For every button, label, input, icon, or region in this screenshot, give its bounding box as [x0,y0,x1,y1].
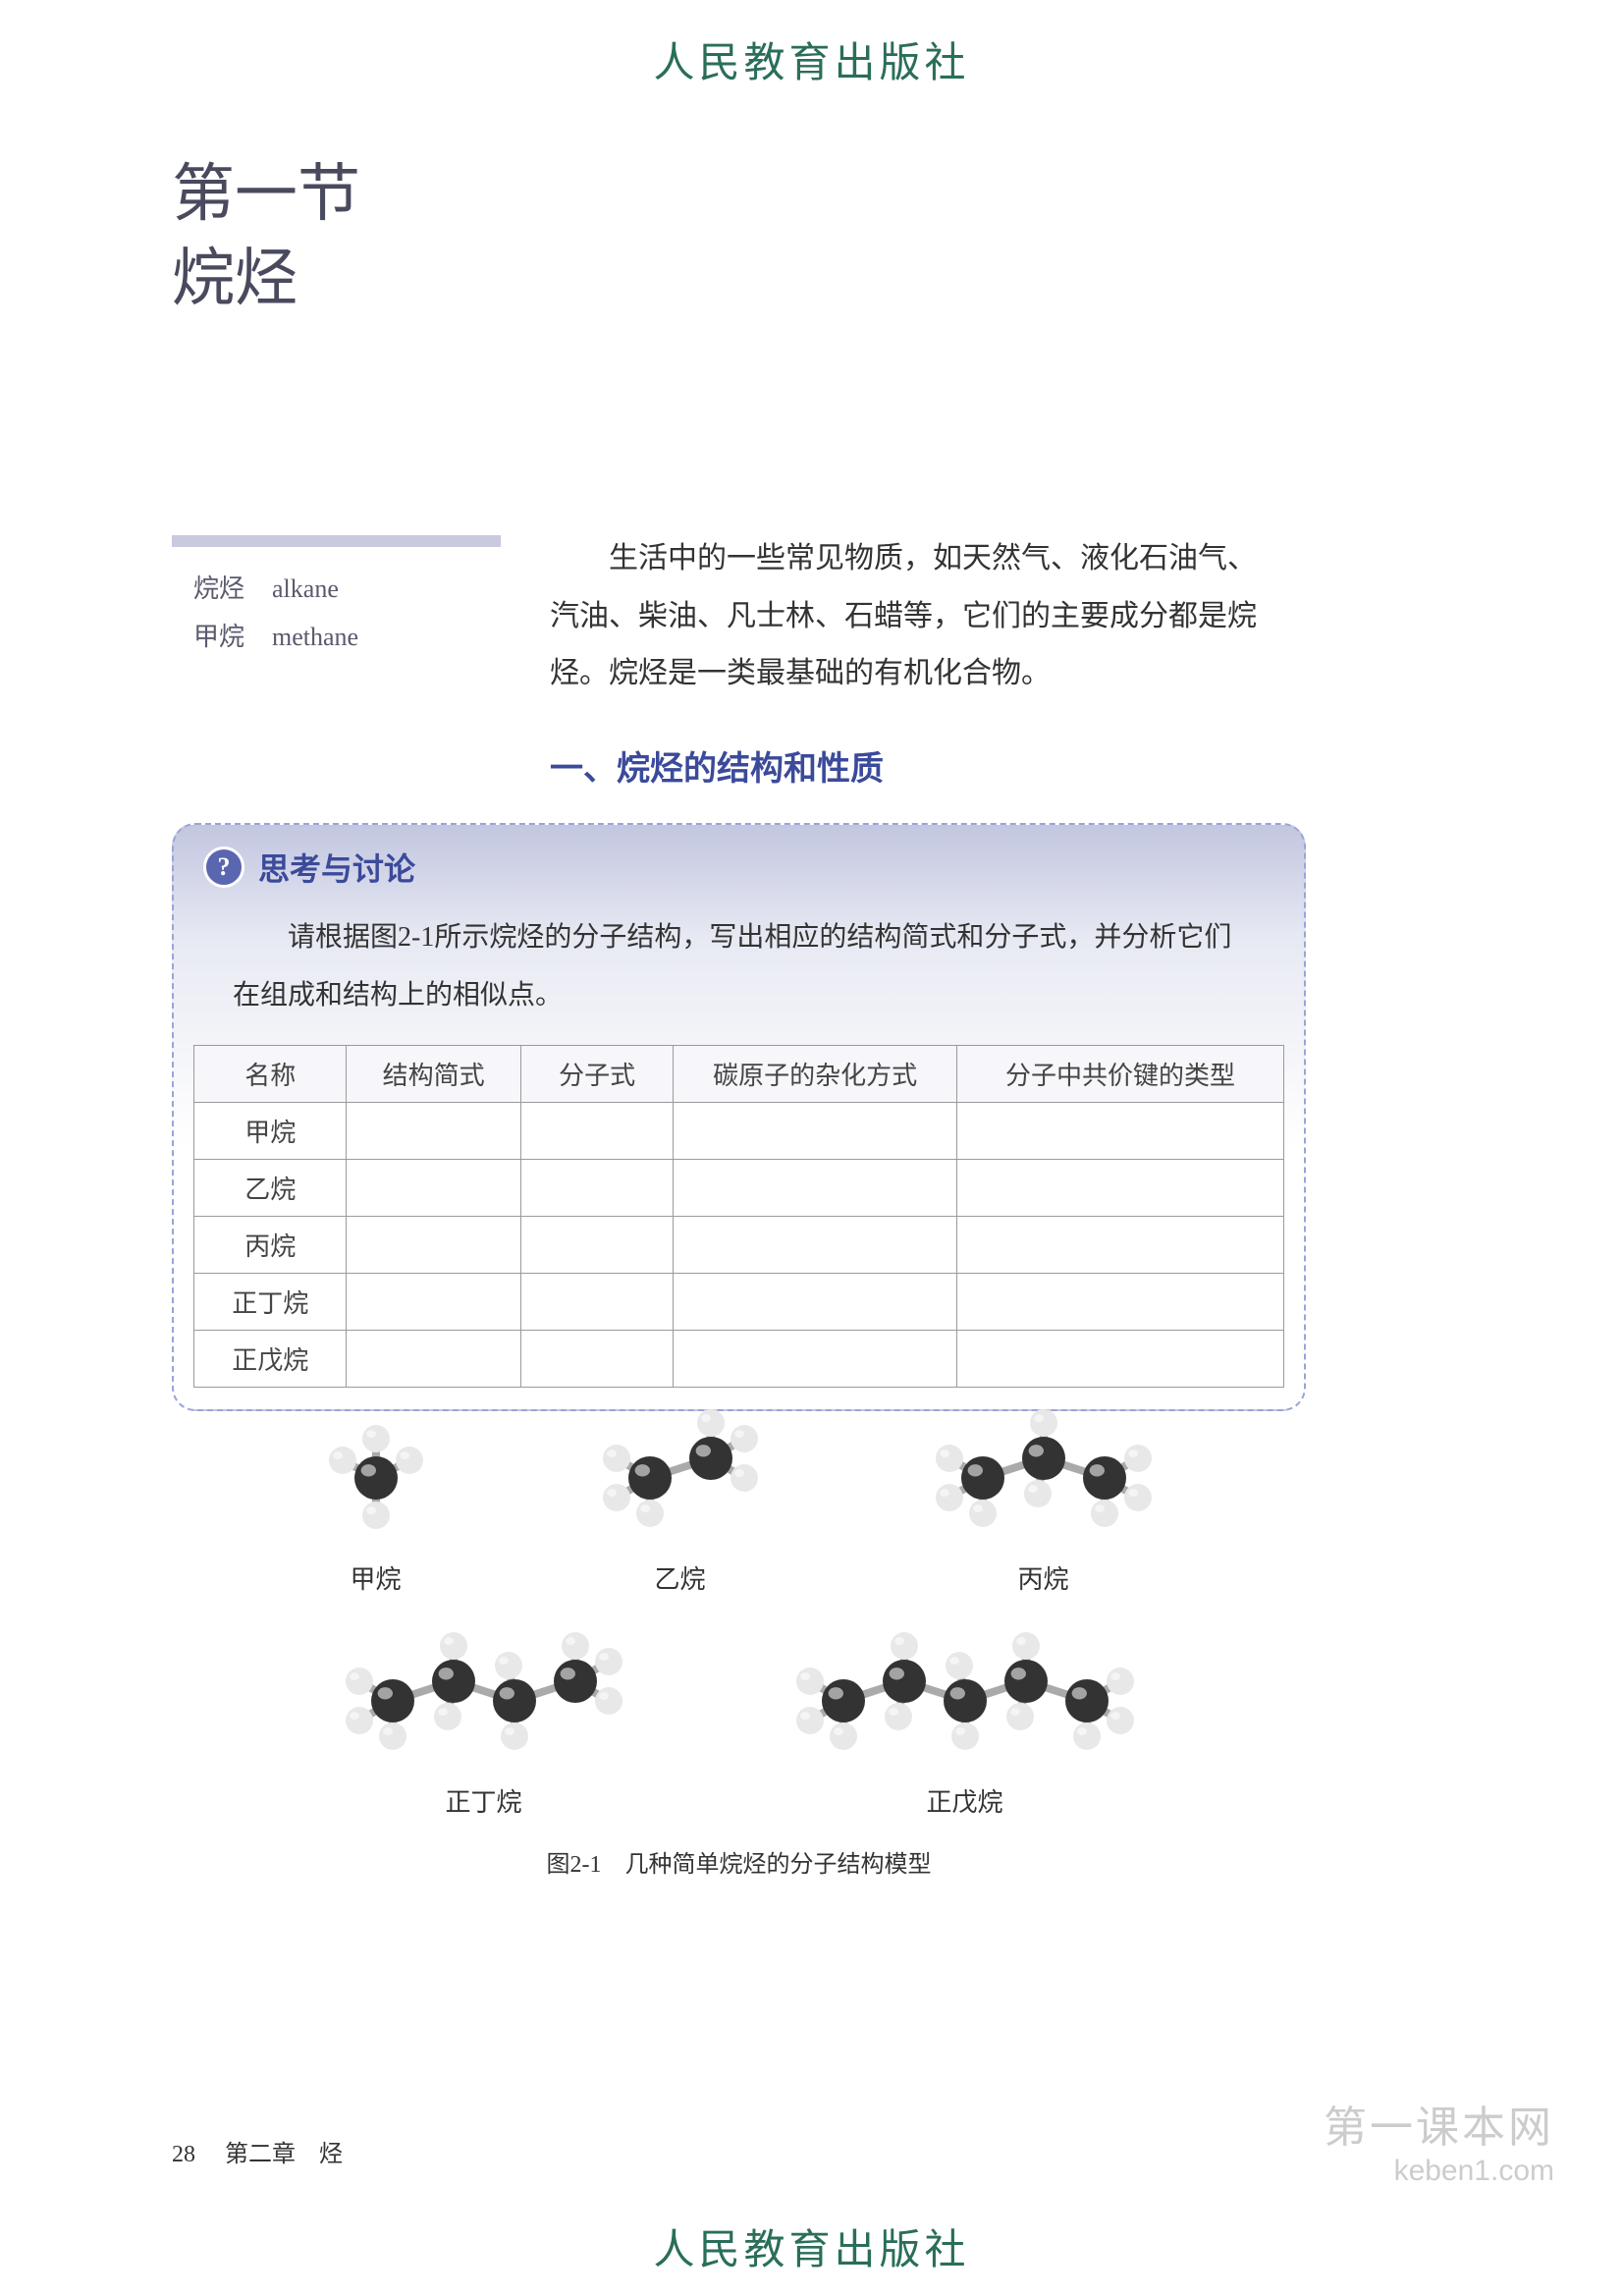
section-number: 第一节 [172,152,360,237]
subsection-heading: 一、烷烃的结构和性质 [550,741,884,790]
vocab-en: methane [272,613,358,661]
row-name: 甲烷 [194,1102,347,1159]
molecule-label: 甲烷 [350,1559,401,1596]
vocab-box: 烷烃 alkane 甲烷 methane [172,535,501,680]
molecule-label: 丙烷 [1017,1559,1068,1596]
molecule-svg [769,1617,1162,1765]
discussion-prompt: 请根据图2-1所示烷烃的分子结构，写出相应的结构简式和分子式，并分析它们在组成和… [174,903,1304,1045]
table-row: 乙烷 [194,1159,1284,1216]
vocab-content: 烷烃 alkane 甲烷 methane [172,547,501,680]
molecule-figure: 甲烷 乙烷 丙烷 正丁烷 正戊烷 图2-1 几种简单烷烃的分子结构模型 [172,1394,1306,1879]
table-row: 丙烷 [194,1216,1284,1273]
discussion-header: ? 思考与讨论 [174,825,1304,903]
vocab-cn: 烷烃 [193,565,244,613]
vocab-en: alkane [272,565,339,613]
discussion-box: ? 思考与讨论 请根据图2-1所示烷烃的分子结构，写出相应的结构简式和分子式，并… [172,823,1306,1411]
molecule-pentane: 正戊烷 [769,1617,1162,1819]
discussion-title: 思考与讨论 [258,845,415,890]
table-header-row: 名称 结构简式 分子式 碳原子的杂化方式 分子中共价键的类型 [194,1045,1284,1102]
row-name: 正丁烷 [194,1273,347,1330]
molecule-svg [572,1394,788,1542]
page-footer: 28 第二章 烃 [172,2134,343,2168]
table-row: 正丁烷 [194,1273,1284,1330]
section-header: 第一节 烷烃 [172,152,360,322]
molecule-row: 甲烷 乙烷 丙烷 [172,1394,1306,1596]
table-header: 结构简式 [347,1045,521,1102]
page-number: 28 [172,2142,195,2167]
question-icon: ? [203,847,244,888]
intro-paragraph: 生活中的一些常见物质，如天然气、液化石油气、汽油、柴油、凡士林、石蜡等，它们的主… [550,530,1276,703]
molecule-methane: 甲烷 [298,1394,455,1596]
molecule-label: 正戊烷 [926,1782,1002,1819]
row-name: 乙烷 [194,1159,347,1216]
section-title: 烷烃 [172,237,360,321]
vocab-bar [172,535,501,547]
vocab-row: 烷烃 alkane [193,565,479,613]
publisher-footer: 人民教育出版社 [653,2216,969,2276]
molecule-svg [298,1394,455,1542]
molecule-label: 乙烷 [654,1559,705,1596]
watermark: 第一课本网 keben1.com [1324,2092,1554,2188]
molecule-butane: 正丁烷 [317,1617,651,1819]
molecule-ethane: 乙烷 [572,1394,788,1596]
molecule-svg [317,1617,651,1765]
row-name: 正戊烷 [194,1330,347,1387]
publisher-header: 人民教育出版社 [653,29,969,89]
molecule-row: 正丁烷 正戊烷 [172,1617,1306,1819]
watermark-url: keben1.com [1324,2155,1554,2188]
table-row: 甲烷 [194,1102,1284,1159]
row-name: 丙烷 [194,1216,347,1273]
table-header: 碳原子的杂化方式 [674,1045,957,1102]
vocab-cn: 甲烷 [193,613,244,661]
alkane-table: 名称 结构简式 分子式 碳原子的杂化方式 分子中共价键的类型 甲烷 乙烷 丙烷 … [193,1045,1284,1388]
table-header: 分子式 [520,1045,673,1102]
vocab-row: 甲烷 methane [193,613,479,661]
figure-caption: 图2-1 几种简单烷烃的分子结构模型 [172,1844,1306,1879]
chapter-label: 第二章 烃 [225,2142,343,2167]
table-header: 分子中共价键的类型 [956,1045,1283,1102]
watermark-text: 第一课本网 [1324,2092,1554,2155]
molecule-svg [906,1394,1181,1542]
table-row: 正戊烷 [194,1330,1284,1387]
molecule-label: 正丁烷 [445,1782,521,1819]
table-header: 名称 [194,1045,347,1102]
molecule-propane: 丙烷 [906,1394,1181,1596]
